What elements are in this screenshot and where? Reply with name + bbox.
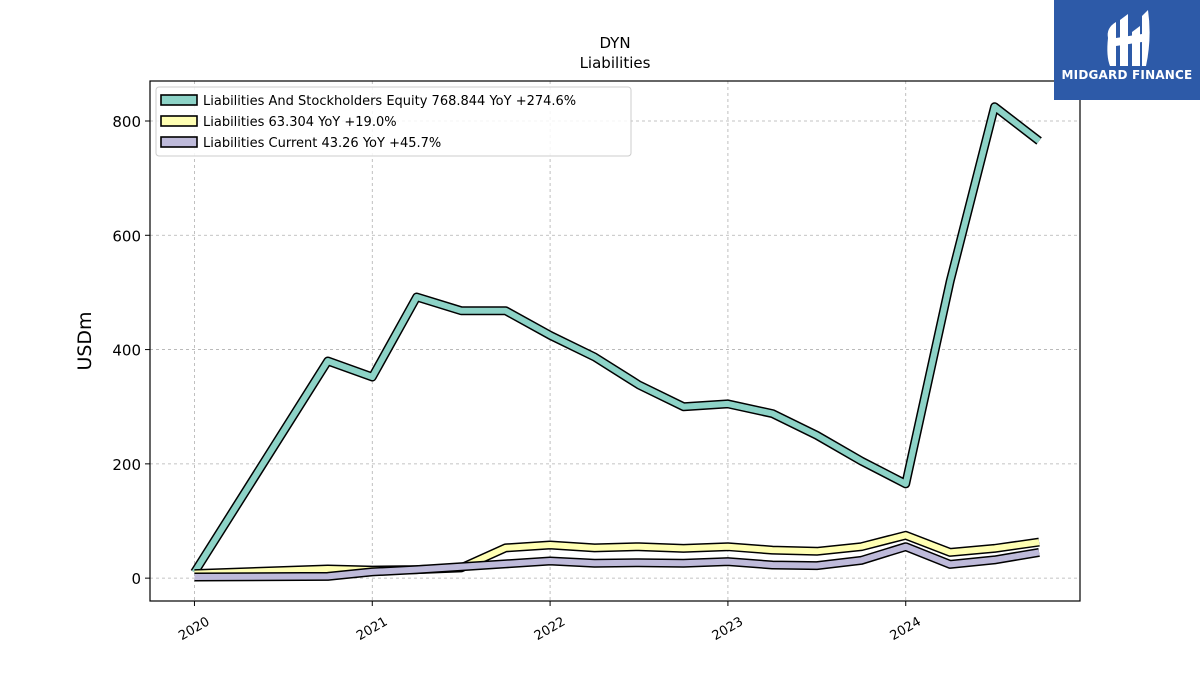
legend-box xyxy=(155,86,632,157)
x-tick-label: 2023 xyxy=(710,614,746,644)
midgard-finance-logo: MIDGARD FINANCE xyxy=(1054,0,1200,100)
x-tick-label: 2020 xyxy=(176,614,212,644)
legend-label: Liabilities Current 43.26 YoY +45.7% xyxy=(203,136,441,151)
legend: Liabilities And Stockholders Equity 768.… xyxy=(155,86,632,157)
chart-subtitle: Liabilities xyxy=(580,54,651,72)
logo-mark-icon xyxy=(1107,10,1150,66)
legend-swatch xyxy=(160,136,198,148)
series-outline-0 xyxy=(190,102,1042,575)
series-line-0 xyxy=(191,103,1041,575)
chart-title: DYN xyxy=(599,34,630,52)
y-tick-label: 0 xyxy=(131,570,141,588)
y-tick-label: 200 xyxy=(112,456,141,474)
legend-label: Liabilities 63.304 YoY +19.0% xyxy=(203,115,397,130)
y-tick-label: 400 xyxy=(112,342,141,360)
plot-frame xyxy=(149,80,1081,602)
logo-text: MIDGARD FINANCE xyxy=(1061,68,1193,82)
y-tick-label: 800 xyxy=(112,113,141,131)
legend-label: Liabilities And Stockholders Equity 768.… xyxy=(203,94,576,109)
series-line-1 xyxy=(194,532,1040,577)
y-tick-label: 600 xyxy=(112,227,141,245)
series-line-2 xyxy=(194,543,1040,580)
grid-lines xyxy=(150,81,1080,601)
x-tick-label: 2021 xyxy=(354,614,390,644)
series-layer xyxy=(190,102,1042,582)
x-tick-label: 2024 xyxy=(888,614,924,644)
y-axis-label: USDm xyxy=(74,311,96,370)
legend-swatch xyxy=(160,94,198,106)
legend-swatch xyxy=(160,115,198,127)
x-tick-label: 2022 xyxy=(532,614,568,644)
